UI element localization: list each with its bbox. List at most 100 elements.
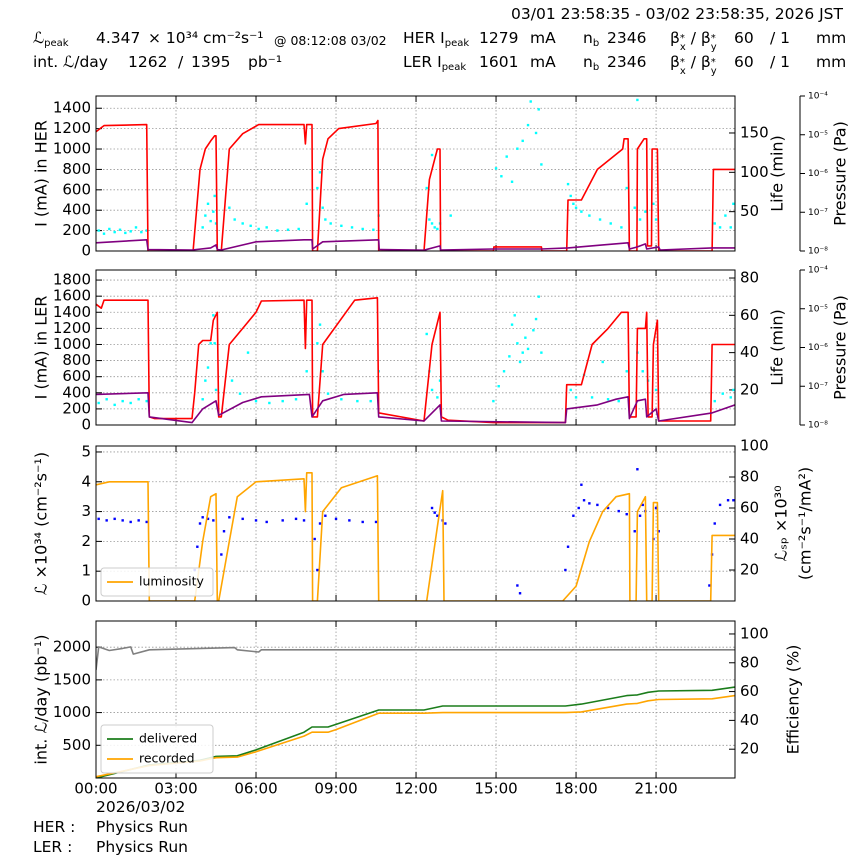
data-point	[321, 370, 324, 373]
data-point	[206, 517, 210, 521]
data-point	[204, 379, 207, 382]
data-point	[596, 503, 599, 507]
data-point	[254, 399, 258, 403]
data-point	[633, 206, 636, 209]
data-point	[532, 329, 535, 332]
data-point	[500, 175, 503, 178]
data-point	[497, 385, 500, 388]
data-point	[324, 514, 327, 517]
beta-label-scripts: * x	[679, 57, 686, 77]
data-point	[108, 227, 111, 231]
beta-y-value: / 1	[770, 29, 791, 47]
data-point	[633, 530, 636, 533]
int-lumi-separator: /	[178, 53, 184, 71]
bunch-label-sub: b	[592, 62, 600, 73]
data-point	[129, 520, 132, 524]
y2-tick-label: 40	[740, 711, 759, 729]
data-point	[516, 584, 519, 587]
data-point	[518, 360, 522, 364]
y2-tick-label: 60	[740, 306, 759, 324]
data-point	[238, 392, 242, 395]
data-point	[121, 519, 124, 522]
data-point	[329, 222, 332, 225]
data-point	[516, 147, 519, 150]
legend-label: luminosity	[139, 574, 205, 589]
ring-name: HER :	[33, 818, 76, 836]
data-point	[638, 514, 642, 517]
data-point	[638, 218, 642, 221]
peak-lumi-value: 4.347	[96, 29, 141, 47]
data-point	[230, 379, 234, 382]
data-point	[588, 502, 591, 505]
y-tick-label: 1000	[53, 703, 91, 721]
y2-axis-label: (cm⁻²s⁻¹/mA²)	[796, 467, 815, 580]
beta-x-value: 60	[734, 53, 754, 71]
line-series	[96, 472, 735, 601]
data-point	[369, 399, 372, 403]
data-point	[316, 342, 319, 345]
data-point	[228, 206, 231, 209]
data-point	[428, 218, 431, 221]
ring-name: LER :	[33, 838, 73, 856]
data-point	[574, 206, 578, 209]
data-point	[316, 186, 319, 190]
data-point	[510, 323, 514, 326]
x-tick-label: 09:00	[314, 780, 357, 798]
data-point	[732, 499, 735, 502]
x-tick-label: 00:00	[74, 780, 117, 798]
ring-current-value: 1601	[479, 53, 519, 71]
x-tick-label: 21:00	[634, 780, 677, 798]
bunch-label-sub: b	[592, 38, 600, 49]
data-point	[566, 545, 570, 548]
data-point	[617, 399, 620, 403]
y3-tick-label: 10⁻⁸	[808, 421, 828, 431]
y-tick-label: 400	[62, 201, 91, 219]
beta-label-sup: *	[710, 33, 716, 44]
ring-current-label-sub: peak	[444, 38, 470, 49]
beta-label-text: β	[670, 53, 680, 71]
y-tick-label: 0	[81, 416, 91, 434]
bunch-label-text: n	[583, 29, 593, 47]
plot-frame	[95, 445, 736, 602]
data-point	[436, 514, 439, 517]
data-point	[521, 139, 524, 143]
run-mode: Physics Run	[96, 818, 188, 836]
data-point	[198, 522, 202, 525]
y-tick-label: 200	[62, 399, 91, 417]
data-point	[433, 511, 436, 514]
y2-tick-label: 20	[740, 740, 759, 758]
data-point	[430, 388, 434, 392]
data-point	[356, 399, 359, 403]
data-point	[201, 398, 204, 401]
beta-label: β * x / β * y	[670, 52, 717, 77]
data-point	[609, 222, 612, 225]
data-point	[196, 545, 199, 548]
data-point	[588, 214, 591, 217]
data-point	[708, 584, 711, 587]
y2-tick-label: 60	[740, 682, 759, 700]
data-point	[281, 399, 284, 403]
data-point	[537, 108, 540, 111]
beta-label-sup: *	[679, 57, 685, 68]
data-point	[105, 398, 108, 401]
x-tick-label: 06:00	[234, 780, 277, 798]
data-point	[540, 351, 543, 354]
y3-tick-label: 10⁻⁴	[808, 92, 828, 102]
line-series	[96, 686, 735, 778]
line-series	[96, 119, 735, 251]
data-point	[97, 229, 100, 232]
data-point	[732, 388, 735, 392]
data-point	[265, 226, 268, 229]
data-point	[145, 399, 148, 403]
data-point	[294, 517, 298, 521]
axis-date: 2026/03/02	[96, 798, 186, 816]
beta-label-text: / β	[685, 53, 711, 71]
data-point	[601, 360, 604, 364]
data-point	[241, 222, 244, 225]
data-point	[636, 98, 639, 102]
data-point	[625, 370, 628, 373]
data-point	[569, 388, 572, 392]
y2-axis-label: Life (min)	[768, 135, 787, 212]
data-point	[430, 506, 434, 510]
data-point	[213, 194, 216, 198]
